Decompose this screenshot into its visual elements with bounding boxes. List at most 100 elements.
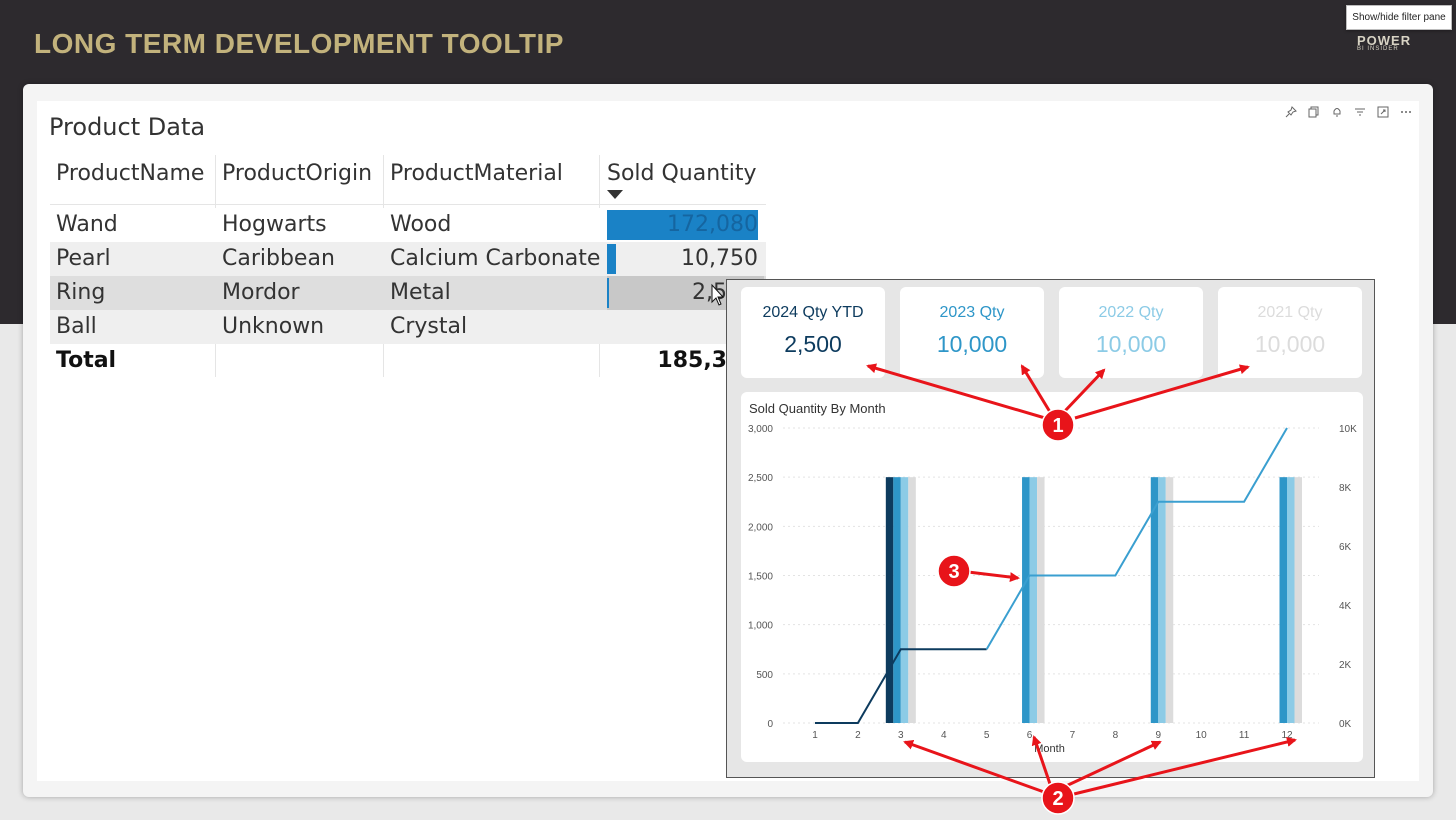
total-label: Total — [56, 348, 117, 373]
card-value: 2,500 — [784, 331, 842, 357]
svg-text:3: 3 — [948, 561, 959, 583]
x-tick-label: 12 — [1281, 730, 1293, 741]
y2-tick-label: 8K — [1339, 483, 1352, 494]
bar-month-3 — [900, 477, 909, 723]
cumulative-line-0 — [815, 648, 987, 724]
kpi-card-2021: 2021 Qty 10,000 — [1218, 287, 1362, 378]
table-row-hovered[interactable]: Ring Mordor Metal 2,5 — [50, 276, 766, 310]
x-tick-label: 2 — [855, 730, 861, 741]
x-tick-label: 7 — [1070, 730, 1076, 741]
sold-quantity: 2,5 — [692, 280, 727, 305]
more-options-icon[interactable] — [1399, 105, 1413, 119]
table-title: Product Data — [49, 113, 206, 141]
bar-month-12 — [1287, 477, 1295, 723]
data-bar — [607, 210, 758, 240]
y-tick-label: 2,500 — [748, 473, 773, 484]
x-tick-label: 5 — [984, 730, 990, 741]
sold-quantity: 10,750 — [681, 246, 758, 271]
sort-descending-icon[interactable] — [607, 190, 623, 199]
pin-icon[interactable] — [1284, 105, 1298, 119]
svg-text:2: 2 — [1052, 788, 1063, 810]
column-header-productorigin[interactable]: ProductOrigin — [222, 161, 373, 186]
bar-month-6 — [1029, 477, 1038, 723]
table-row[interactable]: Ball Unknown Crystal — [50, 310, 766, 344]
y-tick-label: 500 — [756, 670, 773, 681]
x-tick-label: 8 — [1113, 730, 1119, 741]
data-bar — [607, 278, 610, 308]
table-header-row: ProductName ProductOrigin ProductMateria… — [50, 152, 766, 205]
y-tick-label: 1,000 — [748, 621, 773, 632]
product-name: Pearl — [56, 246, 111, 271]
y2-tick-label: 6K — [1339, 542, 1352, 553]
product-material: Metal — [390, 280, 451, 305]
product-origin: Caribbean — [222, 246, 335, 271]
y2-tick-label: 4K — [1339, 601, 1352, 612]
bar-month-6 — [1037, 477, 1045, 723]
report-tooltip: 2024 Qty YTD 2,500 2023 Qty 10,000 2022 … — [726, 279, 1375, 778]
report-title: LONG TERM DEVELOPMENT TOOLTIP — [34, 28, 564, 59]
card-label: 2022 Qty — [1098, 304, 1164, 321]
annotation-badge-1: 1 — [1041, 408, 1075, 442]
product-origin: Hogwarts — [222, 212, 327, 237]
table-row[interactable]: Pearl Caribbean Calcium Carbonate 10,750 — [50, 242, 766, 276]
bar-month-12 — [1294, 477, 1302, 723]
column-header-sold-quantity[interactable]: Sold Quantity — [607, 161, 757, 186]
bell-icon[interactable] — [1330, 105, 1344, 119]
x-axis-label: Month — [1034, 743, 1065, 755]
table-row[interactable]: Wand Hogwarts Wood 172,080 — [50, 208, 766, 242]
annotation-arrow-3 — [967, 570, 1020, 583]
logo-sub: BI INSIDER — [1357, 46, 1399, 52]
combo-chart: 0 500 1,000 1,500 2,000 2,500 3,000 0K 2K 4K 6K 8K 1… — [748, 424, 1357, 755]
copy-icon[interactable] — [1307, 105, 1321, 119]
y-tick-label: 3,000 — [748, 424, 773, 435]
logo-main: POWER — [1357, 33, 1412, 48]
product-origin: Mordor — [222, 280, 300, 305]
product-origin: Unknown — [222, 314, 325, 339]
y-tick-label: 1,500 — [748, 572, 773, 583]
x-tick-label: 6 — [1027, 730, 1033, 741]
y2-tick-label: 2K — [1339, 660, 1352, 671]
product-material: Wood — [390, 212, 452, 237]
card-value: 10,000 — [1254, 331, 1326, 357]
product-name: Wand — [56, 212, 118, 237]
filter-icon[interactable] — [1353, 105, 1367, 119]
sold-quantity-by-month-chart: Sold Quantity By Month 0 500 1,000 1,500 2,0… — [741, 392, 1363, 762]
filter-pane-tooltip: Show/hide filter pane — [1346, 5, 1452, 30]
column-header-productmaterial[interactable]: ProductMaterial — [390, 161, 563, 186]
x-tick-label: 9 — [1155, 730, 1161, 741]
bar-month-3 — [908, 477, 916, 723]
annotation-badge-2: 2 — [1041, 781, 1075, 815]
bar-month-6 — [1022, 477, 1030, 723]
bar-month-9 — [1158, 477, 1166, 723]
kpi-card-2022: 2022 Qty 10,000 — [1059, 287, 1203, 378]
data-bar — [607, 244, 617, 274]
column-header-productname[interactable]: ProductName — [56, 161, 205, 186]
product-name: Ring — [56, 280, 106, 305]
sold-quantity: 172,080 — [667, 212, 758, 237]
mouse-cursor-icon — [711, 283, 725, 306]
bar-month-9 — [1165, 477, 1174, 723]
annotation-arrows-1 — [866, 363, 1250, 420]
total-value: 185,3 — [657, 348, 727, 373]
x-tick-label: 11 — [1239, 730, 1250, 741]
focus-mode-icon[interactable] — [1376, 105, 1390, 119]
product-name: Ball — [56, 314, 97, 339]
bar-month-12 — [1279, 477, 1287, 723]
y2-tick-label: 0K — [1339, 719, 1352, 730]
visual-header-icons — [1284, 104, 1420, 120]
x-tick-label: 4 — [941, 730, 947, 741]
y-tick-label: 0 — [767, 719, 773, 730]
y2-tick-label: 10K — [1339, 424, 1357, 435]
x-tick-label: 3 — [898, 730, 904, 741]
kpi-card-2023: 2023 Qty 10,000 — [900, 287, 1044, 378]
card-value: 10,000 — [1095, 331, 1167, 357]
product-material: Crystal — [390, 314, 468, 339]
bar-month-9 — [1150, 477, 1159, 723]
x-tick-label: 1 — [812, 730, 818, 741]
cumulative-line-1 — [985, 427, 1288, 650]
chart-title: Sold Quantity By Month — [749, 401, 886, 416]
annotation-badge-3: 3 — [937, 554, 971, 588]
logo: POWER BI INSIDER — [1357, 33, 1411, 52]
kpi-card-2024: 2024 Qty YTD 2,500 — [741, 287, 885, 378]
